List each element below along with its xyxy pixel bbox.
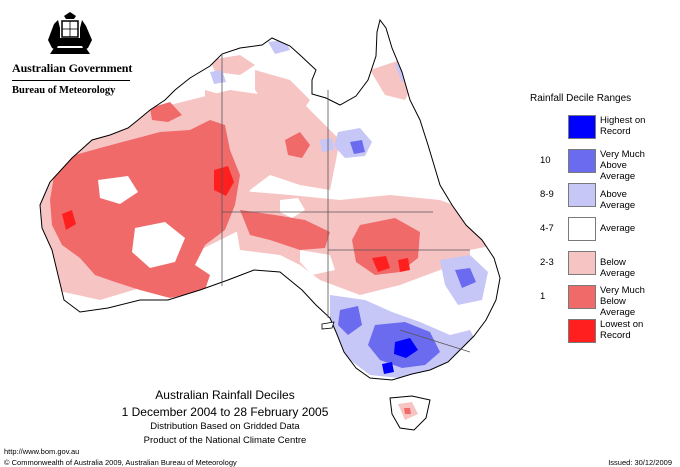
australia-coastline [39, 18, 501, 381]
tasmania [389, 395, 431, 431]
legend-label: Very Much Below Average [600, 285, 660, 318]
legend-swatch [568, 217, 596, 241]
legend-label: Above Average [600, 189, 660, 211]
legend-range: 10 [540, 155, 551, 166]
legend-label-line2: Below Average [600, 296, 636, 318]
legend-row: 4-7 Average [530, 217, 675, 241]
kangaroo-island [321, 321, 335, 330]
legend-swatch [568, 149, 596, 173]
average-holes [98, 176, 335, 275]
legend-swatch [568, 285, 596, 309]
legend-label-line2: Above Average [600, 160, 636, 182]
issued-date: Issued: 30/12/2009 [608, 458, 672, 467]
legend-label: Highest on Record [600, 115, 660, 137]
legend-range: 2-3 [540, 257, 554, 268]
legend-swatch [568, 115, 596, 139]
legend-row: 8-9 Above Average [530, 183, 675, 211]
legend-label-line1: Above Average [600, 189, 636, 211]
legend-label-line1: Average [600, 223, 636, 234]
copyright-notice: © Commonwealth of Australia 2009, Austra… [4, 458, 237, 467]
caption-line1: Distribution Based on Gridded Data [150, 421, 300, 432]
highest-on-record-patches [382, 338, 418, 374]
legend-label-line1: Very Much [600, 149, 645, 160]
legend-row: Lowest on Record [530, 319, 675, 343]
legend-label: Lowest on Record [600, 319, 660, 341]
legend-range: 8-9 [540, 189, 554, 200]
legend-label-line1: Below Average [600, 257, 636, 279]
legend-label-line1: Very Much [600, 285, 645, 296]
caption-line2: Product of the National Climate Centre [143, 434, 307, 446]
coat-of-arms-icon [48, 12, 92, 54]
legend-row: 2-3 Below Average [530, 251, 675, 279]
legend-row: Highest on Record [530, 115, 675, 139]
state-borders [221, 54, 471, 353]
legend: Rainfall Decile Ranges Highest on Record 1… [530, 93, 675, 343]
legend-range: 4-7 [540, 223, 554, 234]
legend-label-line1: Lowest on [600, 319, 644, 330]
legend-row: 1 Very Much Below Average [530, 285, 675, 318]
legend-range: 1 [540, 291, 546, 302]
header-rule [12, 80, 130, 81]
caption-dates: 1 December 2004 to 28 February 2005 [121, 405, 329, 419]
website-link[interactable]: http://www.bom.gov.au [4, 447, 80, 456]
legend-label-line1: Highest on [600, 115, 646, 126]
legend-swatch [568, 251, 596, 275]
legend-label: Below Average [600, 257, 660, 279]
map-caption: Australian Rainfall Deciles 1 December 2… [100, 388, 350, 446]
legend-swatch [568, 183, 596, 207]
caption-title: Australian Rainfall Deciles [155, 388, 295, 402]
legend-title: Rainfall Decile Ranges [530, 93, 632, 104]
lowest-on-record-patches [62, 166, 410, 272]
bureau-name: Bureau of Meteorology [12, 85, 116, 96]
legend-label-line2: Record [600, 330, 631, 341]
legend-label-line2: Record [600, 126, 631, 137]
legend-label: Very Much Above Average [600, 149, 660, 182]
legend-label: Average [600, 223, 660, 234]
legend-row: 10 Very Much Above Average [530, 149, 675, 182]
legend-swatch [568, 319, 596, 343]
agency-block: Australian Government Bureau of Meteorol… [12, 61, 132, 96]
government-name: Australian Government [12, 61, 133, 75]
